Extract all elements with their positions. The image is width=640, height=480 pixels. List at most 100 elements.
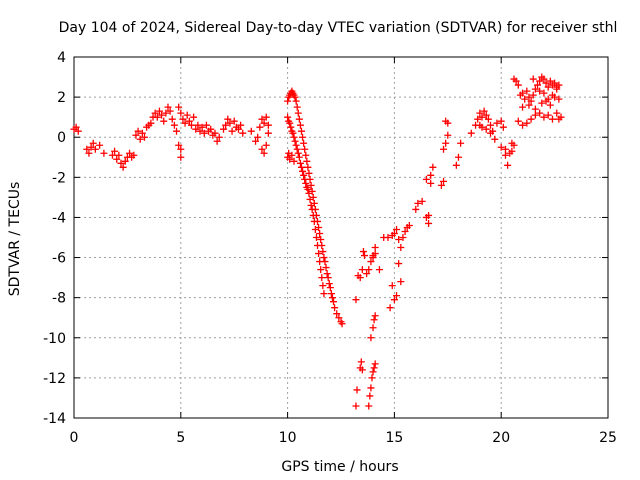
data-point — [211, 129, 219, 137]
data-point — [370, 316, 378, 324]
data-point — [519, 121, 527, 129]
data-point — [312, 211, 320, 219]
data-point — [497, 143, 505, 151]
data-point — [247, 127, 255, 135]
data-point — [363, 270, 371, 278]
data-point — [316, 229, 324, 237]
data-point — [365, 266, 373, 274]
data-point — [555, 115, 563, 123]
data-point — [91, 145, 99, 153]
data-point — [140, 133, 148, 141]
data-point — [427, 171, 435, 179]
data-point — [314, 217, 322, 225]
data-point — [181, 119, 189, 127]
data-point — [196, 127, 204, 135]
data-point — [190, 113, 198, 121]
data-point — [207, 125, 215, 133]
data-point — [529, 75, 537, 83]
data-point — [487, 129, 495, 137]
data-point — [262, 113, 270, 121]
data-point — [301, 145, 309, 153]
data-point — [130, 151, 138, 159]
data-point — [194, 121, 202, 129]
data-point — [367, 258, 375, 266]
data-point — [187, 121, 195, 129]
axis-ticks: 0 5 10 15 20 25 -14 -12 -10 -8 -6 -4 -2 0 2 4 — [43, 50, 617, 446]
data-point — [369, 252, 377, 260]
data-point — [370, 364, 378, 372]
data-point — [260, 119, 268, 127]
data-point — [74, 127, 82, 135]
data-point — [179, 115, 187, 123]
data-point — [482, 125, 490, 133]
data-point — [119, 163, 127, 171]
data-point — [294, 149, 302, 157]
data-point — [444, 131, 452, 139]
data-point — [474, 115, 482, 123]
y-tick-label: 2 — [57, 90, 66, 106]
data-point — [327, 290, 335, 298]
data-point — [286, 155, 294, 163]
data-point — [523, 119, 531, 127]
y-tick-label: -14 — [43, 411, 66, 427]
data-point — [289, 129, 297, 137]
data-point — [164, 103, 172, 111]
data-point — [134, 127, 142, 135]
data-point — [525, 101, 533, 109]
data-point — [357, 358, 365, 366]
data-point — [222, 121, 230, 129]
data-point — [215, 133, 223, 141]
data-point — [358, 366, 366, 374]
data-point — [230, 117, 238, 125]
data-point — [333, 310, 341, 318]
data-point — [311, 205, 319, 213]
data-point — [540, 89, 548, 97]
data-point — [185, 117, 193, 125]
y-tick-label: -2 — [52, 170, 66, 186]
data-point — [258, 145, 266, 153]
data-point — [397, 278, 405, 286]
data-point — [536, 77, 544, 85]
data-point — [353, 386, 361, 394]
data-point — [177, 145, 185, 153]
data-point — [306, 175, 314, 183]
data-point — [173, 127, 181, 135]
data-point — [192, 125, 200, 133]
data-point — [290, 157, 298, 165]
data-point — [228, 127, 236, 135]
data-point — [482, 111, 490, 119]
data-point — [487, 121, 495, 129]
data-point — [457, 139, 465, 147]
data-point — [239, 129, 247, 137]
data-point — [437, 181, 445, 189]
data-point — [138, 129, 146, 137]
data-point — [452, 161, 460, 169]
data-point — [262, 141, 270, 149]
data-point — [304, 163, 312, 171]
data-point — [299, 167, 307, 175]
data-point — [168, 115, 176, 123]
data-point — [324, 274, 332, 282]
data-point — [375, 266, 383, 274]
data-point — [226, 119, 234, 127]
data-point — [540, 113, 548, 121]
data-point — [295, 153, 303, 161]
data-point — [264, 129, 272, 137]
data-point — [198, 123, 206, 131]
data-point — [292, 141, 300, 149]
data-point — [555, 95, 563, 103]
data-point — [325, 280, 333, 288]
y-axis-label: SDTVAR / TECUs — [7, 182, 23, 297]
data-point — [371, 312, 379, 320]
data-point — [551, 79, 559, 87]
data-point — [454, 153, 462, 161]
data-point — [393, 225, 401, 233]
data-point — [202, 121, 210, 129]
data-point — [126, 149, 134, 157]
data-point — [166, 107, 174, 115]
data-point — [384, 234, 392, 241]
data-point — [83, 145, 91, 153]
data-point — [531, 85, 539, 93]
data-point — [319, 248, 327, 256]
x-tick-label: 10 — [279, 430, 297, 446]
